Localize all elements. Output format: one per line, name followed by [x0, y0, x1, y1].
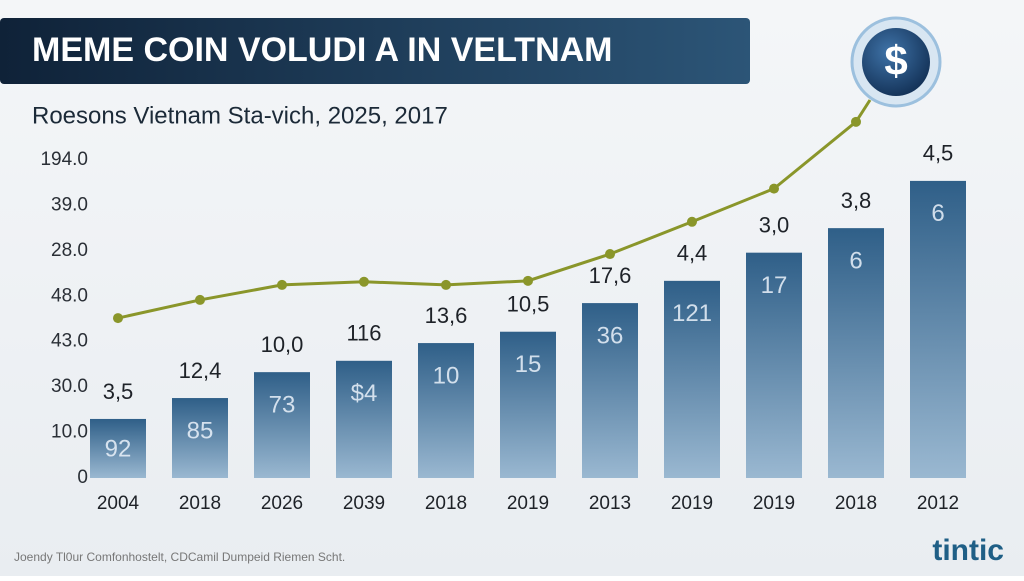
bar-inner-label: 85 [187, 417, 214, 444]
y-axis-label: 39.0 [51, 194, 88, 215]
x-tick-label: 2019 [753, 493, 795, 514]
icon-symbol: $ [884, 37, 907, 84]
x-tick-label: 2019 [671, 493, 713, 514]
bar-inner-label: 73 [269, 391, 296, 418]
bar [500, 331, 556, 478]
line-marker [769, 183, 779, 194]
line-marker [277, 279, 287, 290]
y-axis-label: 43.0 [51, 331, 88, 352]
bar [90, 418, 146, 478]
bar [664, 280, 720, 478]
bar-top-label: 17,6 [589, 263, 632, 288]
y-axis-label: 194.0 [40, 149, 88, 170]
bar-top-label: 4,5 [923, 141, 954, 166]
bar-inner-label: 6 [931, 200, 944, 227]
line-marker [359, 276, 369, 287]
x-tick-label: 2018 [179, 493, 221, 514]
x-tick-label: 2004 [97, 493, 140, 514]
line-marker [523, 275, 533, 286]
chart-title: MEME COIN VOLUDI A IN VELTNAM [32, 31, 613, 69]
bar [746, 252, 802, 478]
bar-inner-label: $4 [351, 380, 378, 407]
bar-top-label: 116 [346, 321, 381, 346]
bar-top-label: 3,0 [759, 212, 790, 237]
bar-top-label: 10,5 [507, 292, 550, 317]
bar-inner-label: 121 [672, 300, 712, 327]
x-tick-label: 2013 [589, 493, 631, 514]
bar-inner-label: 10 [433, 362, 460, 389]
plot: 0 10.0 30.0 43.0 48.0 28.0 39.0 194.0 3,5 92 2004 1… [40, 99, 966, 514]
y-axis-label: 28.0 [51, 240, 88, 261]
bar-inner-label: 36 [597, 322, 624, 349]
x-tick-label: 2019 [507, 493, 549, 514]
logo: tintic [932, 534, 1004, 567]
x-tick-label: 2018 [425, 493, 467, 514]
icon-coin [862, 28, 930, 96]
bar-inner-label: 92 [105, 435, 132, 462]
bar [336, 360, 392, 478]
x-tick-label: 2012 [917, 493, 959, 514]
line-marker [441, 279, 451, 290]
bar-inner-label: 6 [849, 247, 862, 274]
line-marker [605, 249, 615, 260]
line-marker [113, 313, 123, 324]
line-marker [851, 116, 861, 127]
line [117, 120, 857, 320]
bar-top-label: 12,4 [179, 358, 222, 383]
bar-top-label: 3,8 [841, 188, 872, 213]
line-marker [687, 216, 697, 227]
x-tick-label: 2018 [835, 493, 877, 514]
bar-top-label: 13,6 [425, 303, 468, 328]
bar-inner-label: 15 [515, 351, 542, 378]
y-axis-label: 10.0 [51, 422, 88, 443]
bar-top-label: 10,0 [261, 332, 304, 357]
x-tick-label: 2026 [261, 493, 303, 514]
line-marker [195, 294, 205, 305]
title-banner [0, 18, 750, 84]
y-axis-label: 48.0 [51, 285, 88, 306]
bar [582, 303, 638, 478]
bar [254, 372, 310, 478]
bar [910, 180, 966, 478]
bar [418, 343, 474, 478]
bar-inner-label: 17 [761, 272, 788, 299]
footer: Joendy Tl0ur Comfonhostelt, CDCamil Dump… [14, 550, 345, 564]
y-axis-label: 30.0 [51, 376, 88, 397]
bar [828, 228, 884, 478]
bar-top-label: 4,4 [677, 241, 708, 266]
y-axis-label: 0 [77, 467, 88, 488]
x-tick-label: 2039 [343, 493, 385, 514]
bar [172, 398, 228, 478]
bar-top-label: 3,5 [103, 379, 134, 404]
chart-subtitle: Roesons Vietnam Sta-vich, 2025, 2017 [32, 102, 448, 129]
